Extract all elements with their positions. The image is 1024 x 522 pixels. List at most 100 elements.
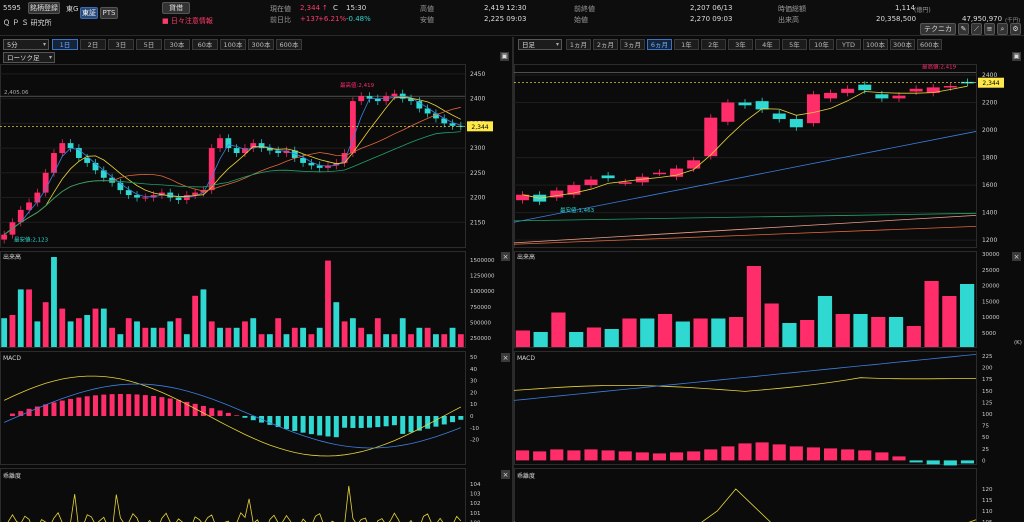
left-candle — [117, 182, 124, 191]
right-range-11[interactable]: 100本 — [863, 39, 888, 50]
exchange-tab-pts[interactable]: PTS — [100, 7, 118, 19]
right-pane-border-3 — [514, 468, 977, 522]
left-volume-tick: 750000 — [470, 305, 491, 311]
right-price-tick: 2000 — [982, 127, 997, 134]
left-macd-bar — [68, 398, 74, 416]
right-range-4[interactable]: 1年 — [674, 39, 699, 50]
right-chart-area[interactable]: 24002200200018001600140012002,344最高値:2,4… — [514, 64, 1024, 522]
camera-icon[interactable]: ▣ — [500, 52, 509, 61]
right-volume-bar — [604, 329, 619, 347]
right-candle — [772, 113, 786, 120]
left-interval-select[interactable]: 5分 ▾ — [3, 39, 49, 50]
left-osc-close-icon[interactable] — [501, 470, 510, 479]
settings-icon[interactable]: ⚙ — [1010, 23, 1021, 35]
left-range-0[interactable]: 1日 — [52, 39, 78, 50]
camera-icon[interactable]: ▣ — [1012, 52, 1021, 61]
left-candle — [1, 234, 8, 240]
right-range-2[interactable]: 3ヵ月 — [620, 39, 645, 50]
left-volume-bar — [366, 334, 373, 347]
right-volume-close-icon[interactable] — [1012, 252, 1021, 261]
right-macd-tick: 100 — [982, 412, 993, 418]
right-macd-bar — [892, 456, 906, 461]
left-macd-bar — [350, 416, 356, 428]
right-range-13[interactable]: 600本 — [917, 39, 942, 50]
left-candle — [26, 202, 32, 210]
right-macd-bar — [516, 450, 530, 461]
right-candle — [926, 87, 940, 93]
technical-button[interactable]: テクニカル — [920, 23, 956, 44]
right-range-3[interactable]: 6ヵ月 — [647, 39, 672, 50]
right-chart-panel: 日足 ▾ 1ヵ月 2ヵ月 3ヵ月 6ヵ月 1年 2年 3年 4年 5年 10年 YTD 100本 300本… — [514, 37, 1024, 522]
left-range-2[interactable]: 3日 — [108, 39, 134, 50]
left-osc-tick: 102 — [470, 501, 481, 507]
right-candle — [704, 117, 718, 157]
left-chart-area[interactable]: 24502400235023002250220021502,405.062,34… — [0, 64, 512, 522]
right-range-12[interactable]: 300本 — [890, 39, 915, 50]
left-volume-bar — [266, 334, 273, 347]
right-range-6[interactable]: 3年 — [728, 39, 753, 50]
draw-channel-icon[interactable]: ≡ — [984, 23, 995, 35]
left-ref-price: 2,405.06 — [4, 90, 29, 96]
left-candle — [217, 138, 223, 149]
right-range-1[interactable]: 2ヵ月 — [593, 39, 618, 50]
left-volume-close-icon[interactable] — [501, 252, 510, 261]
turnover-unit: (千円) — [1005, 18, 1021, 24]
draw-pen-icon[interactable]: ✎ — [958, 23, 969, 35]
exchange-tab-tse[interactable]: 東証 — [80, 7, 98, 19]
left-macd-bar — [416, 416, 422, 431]
left-macd-bar — [101, 394, 107, 416]
left-macd-bar — [358, 416, 364, 428]
right-range-9[interactable]: 10年 — [809, 39, 834, 50]
left-ma-xlong — [3, 131, 461, 235]
left-macd-bar — [317, 416, 323, 436]
left-macd-bar — [184, 401, 190, 416]
left-macd-bar — [142, 395, 148, 416]
left-range-8[interactable]: 600本 — [276, 39, 302, 50]
left-candle — [308, 162, 315, 166]
right-osc-tick: 120 — [982, 487, 993, 493]
right-range-10[interactable]: YTD — [836, 39, 861, 50]
draw-line-icon[interactable]: ⟋ — [971, 23, 982, 35]
right-range-0[interactable]: 1ヵ月 — [566, 39, 591, 50]
right-macd-tick: 125 — [982, 400, 993, 406]
daily-warning-label: ■ 日々注意情報 — [162, 17, 213, 25]
left-volume-bar — [383, 334, 390, 347]
zoom-icon[interactable]: ⌕ — [997, 23, 1008, 35]
left-charttype-select[interactable]: ローソク足 ▾ — [3, 52, 55, 63]
right-macd-bar — [533, 451, 547, 461]
stock-register-button[interactable]: 銘柄登録 — [28, 2, 60, 14]
credit-button[interactable]: 貸借 — [162, 2, 190, 14]
left-volume-bar — [316, 327, 323, 347]
right-range-7[interactable]: 4年 — [755, 39, 780, 50]
right-volume-tick: 30000 — [982, 252, 1000, 258]
left-volume-tick: 1000000 — [470, 289, 495, 295]
left-volume-bar — [183, 334, 190, 347]
left-volume-bar — [175, 318, 182, 347]
left-candle — [67, 143, 74, 149]
change-label: 前日比 — [270, 16, 291, 24]
left-range-1[interactable]: 2日 — [80, 39, 106, 50]
right-pane-border-0 — [514, 64, 977, 248]
right-range-8[interactable]: 5年 — [782, 39, 807, 50]
left-candle — [408, 98, 414, 102]
turnover-value: 47,950,970 — [962, 15, 1003, 23]
panel-divider[interactable] — [512, 37, 514, 522]
left-volume-bar — [449, 327, 456, 347]
left-macd-close-icon[interactable] — [501, 353, 510, 362]
right-macd-bar — [875, 452, 889, 461]
left-range-3[interactable]: 5日 — [136, 39, 162, 50]
right-range-5[interactable]: 2年 — [701, 39, 726, 50]
right-candle — [670, 168, 684, 177]
right-interval-select[interactable]: 日足 ▾ — [518, 39, 562, 50]
right-macd-tick: 175 — [982, 377, 993, 383]
left-range-5[interactable]: 60本 — [192, 39, 218, 50]
left-candle — [341, 153, 348, 163]
left-range-6[interactable]: 100本 — [220, 39, 246, 50]
right-candle — [584, 179, 598, 186]
right-candle — [892, 95, 906, 99]
left-volume-bar — [67, 321, 74, 347]
left-range-4[interactable]: 30本 — [164, 39, 190, 50]
left-macd-tick: 10 — [470, 402, 477, 408]
left-range-7[interactable]: 300本 — [248, 39, 274, 50]
right-candle — [875, 94, 889, 99]
